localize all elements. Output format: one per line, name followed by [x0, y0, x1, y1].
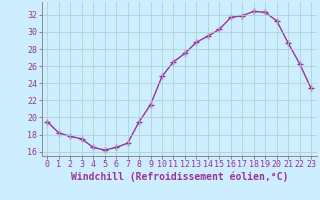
X-axis label: Windchill (Refroidissement éolien,°C): Windchill (Refroidissement éolien,°C) [70, 172, 288, 182]
